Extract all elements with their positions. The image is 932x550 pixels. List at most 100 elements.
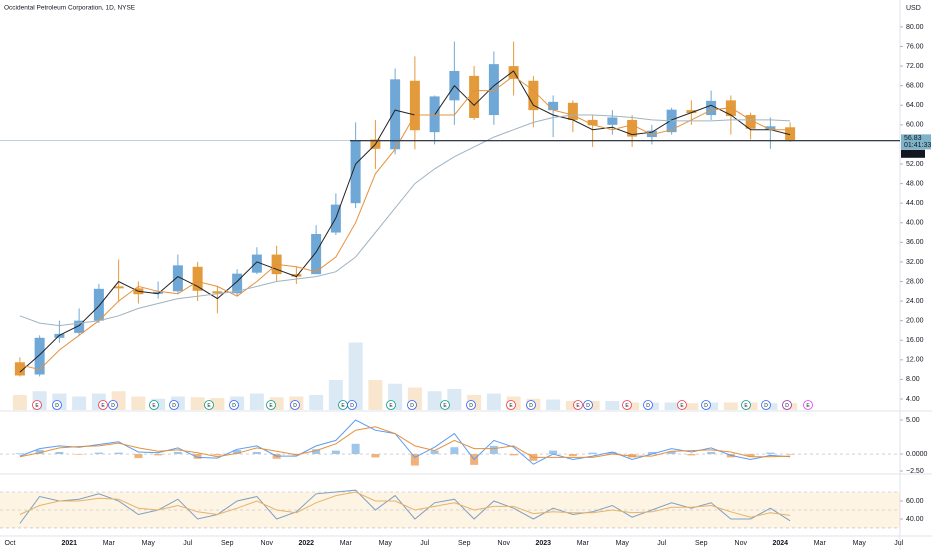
event-label: D	[111, 403, 115, 409]
event-label: E	[806, 403, 810, 409]
histogram-bar	[114, 452, 123, 455]
event-label: D	[293, 403, 297, 409]
candle-body	[765, 126, 776, 130]
y-tick-label: 44.00	[906, 200, 924, 207]
event-marker	[347, 400, 357, 410]
event-marker	[506, 400, 516, 410]
event-label: E	[625, 403, 629, 409]
x-tick-label: May	[853, 540, 867, 547]
x-tick-label: Jul	[420, 540, 429, 547]
y-tick-label: 20.00	[906, 318, 924, 325]
event-label: E	[341, 403, 345, 409]
x-tick-label: Sep	[458, 540, 471, 547]
histogram-bar	[568, 454, 577, 457]
y-tick-label: 68.00	[906, 83, 924, 90]
histogram-bar	[35, 449, 44, 455]
moving-average	[19, 114, 791, 327]
candle-body	[14, 362, 25, 376]
y-tick-label: 64.00	[906, 102, 924, 109]
event-label: D	[764, 403, 768, 409]
histogram-bar	[647, 451, 656, 455]
event-marker	[108, 400, 118, 410]
candle-body	[153, 291, 164, 294]
chart-title: Occidental Petroleum Corporation, 1D, NY…	[4, 5, 136, 12]
event-label: E	[509, 403, 513, 409]
histogram-bar	[687, 454, 696, 456]
event-label: E	[101, 403, 105, 409]
volume-bar	[447, 389, 462, 410]
event-label: D	[350, 403, 354, 409]
line-price-box	[901, 149, 925, 158]
candle-body	[567, 102, 578, 120]
candle-body	[350, 140, 361, 204]
x-tick-label: Mar	[103, 540, 116, 547]
last-price-box	[901, 134, 931, 150]
event-label: D	[529, 403, 533, 409]
y-tick-label: 36.00	[906, 239, 924, 246]
moving-average	[19, 75, 791, 371]
last-price-label: 56.83	[904, 135, 922, 142]
histogram-bar	[450, 447, 459, 455]
histogram-bar	[312, 449, 321, 455]
y-tick-label: 40.00	[906, 516, 924, 523]
histogram-bar	[430, 450, 439, 455]
event-label: D	[586, 403, 590, 409]
histogram-bar	[173, 451, 182, 455]
event-label: E	[389, 403, 393, 409]
event-label: D	[232, 403, 236, 409]
volume-bar	[72, 396, 87, 410]
event-marker	[149, 400, 159, 410]
x-tick-label: Mar	[340, 540, 353, 547]
volume-bar	[427, 391, 442, 410]
volume-bar	[684, 403, 699, 410]
histogram-bar	[252, 451, 261, 455]
volume-bar	[368, 380, 383, 410]
histogram-bar	[331, 450, 340, 455]
x-tick-label: 2021	[61, 540, 77, 547]
histogram-bar	[588, 452, 597, 455]
y-tick-label: 48.00	[906, 180, 924, 187]
event-marker	[169, 400, 179, 410]
histogram-bar	[213, 454, 222, 456]
volume-bar	[12, 395, 27, 410]
event-label: E	[269, 403, 273, 409]
candle-body	[390, 79, 401, 150]
event-label: E	[35, 403, 39, 409]
x-tick-label: Mar	[577, 540, 590, 547]
y-tick-label: 24.00	[906, 298, 924, 305]
event-marker	[229, 400, 239, 410]
x-tick-label: 2024	[772, 540, 788, 547]
x-tick-label: Nov	[735, 540, 748, 547]
x-tick-label: Jul	[894, 540, 903, 547]
candle-body	[587, 119, 598, 126]
y-tick-label: 16.00	[906, 337, 924, 344]
histogram-bar	[489, 445, 498, 455]
histogram-bar	[766, 452, 775, 455]
x-tick-label: Nov	[261, 540, 274, 547]
event-marker	[386, 400, 396, 410]
volume-bar	[131, 396, 146, 410]
histogram-bar	[549, 450, 558, 455]
event-label: D	[469, 403, 473, 409]
y-tick-label: 28.00	[906, 278, 924, 285]
candle-body	[74, 320, 85, 333]
candle-body	[232, 273, 243, 294]
candle-body	[646, 130, 657, 138]
y-tick-label: 40.00	[906, 220, 924, 227]
x-tick-label: Nov	[498, 540, 511, 547]
histogram-bar	[75, 454, 84, 455]
event-marker	[526, 400, 536, 410]
x-tick-label: Oct	[5, 540, 16, 547]
candle-body	[508, 66, 519, 79]
y-tick-label: 52.00	[906, 161, 924, 168]
histogram-bar	[134, 454, 143, 459]
x-tick-label: Jul	[183, 540, 192, 547]
candle-body	[212, 291, 223, 294]
line-price-label: 56.74	[904, 151, 922, 158]
event-marker	[677, 400, 687, 410]
currency: USD	[906, 5, 921, 12]
candle-body	[706, 100, 717, 116]
y-tick-label: 5.00	[906, 417, 920, 424]
event-label: D	[646, 403, 650, 409]
event-marker	[98, 400, 108, 410]
